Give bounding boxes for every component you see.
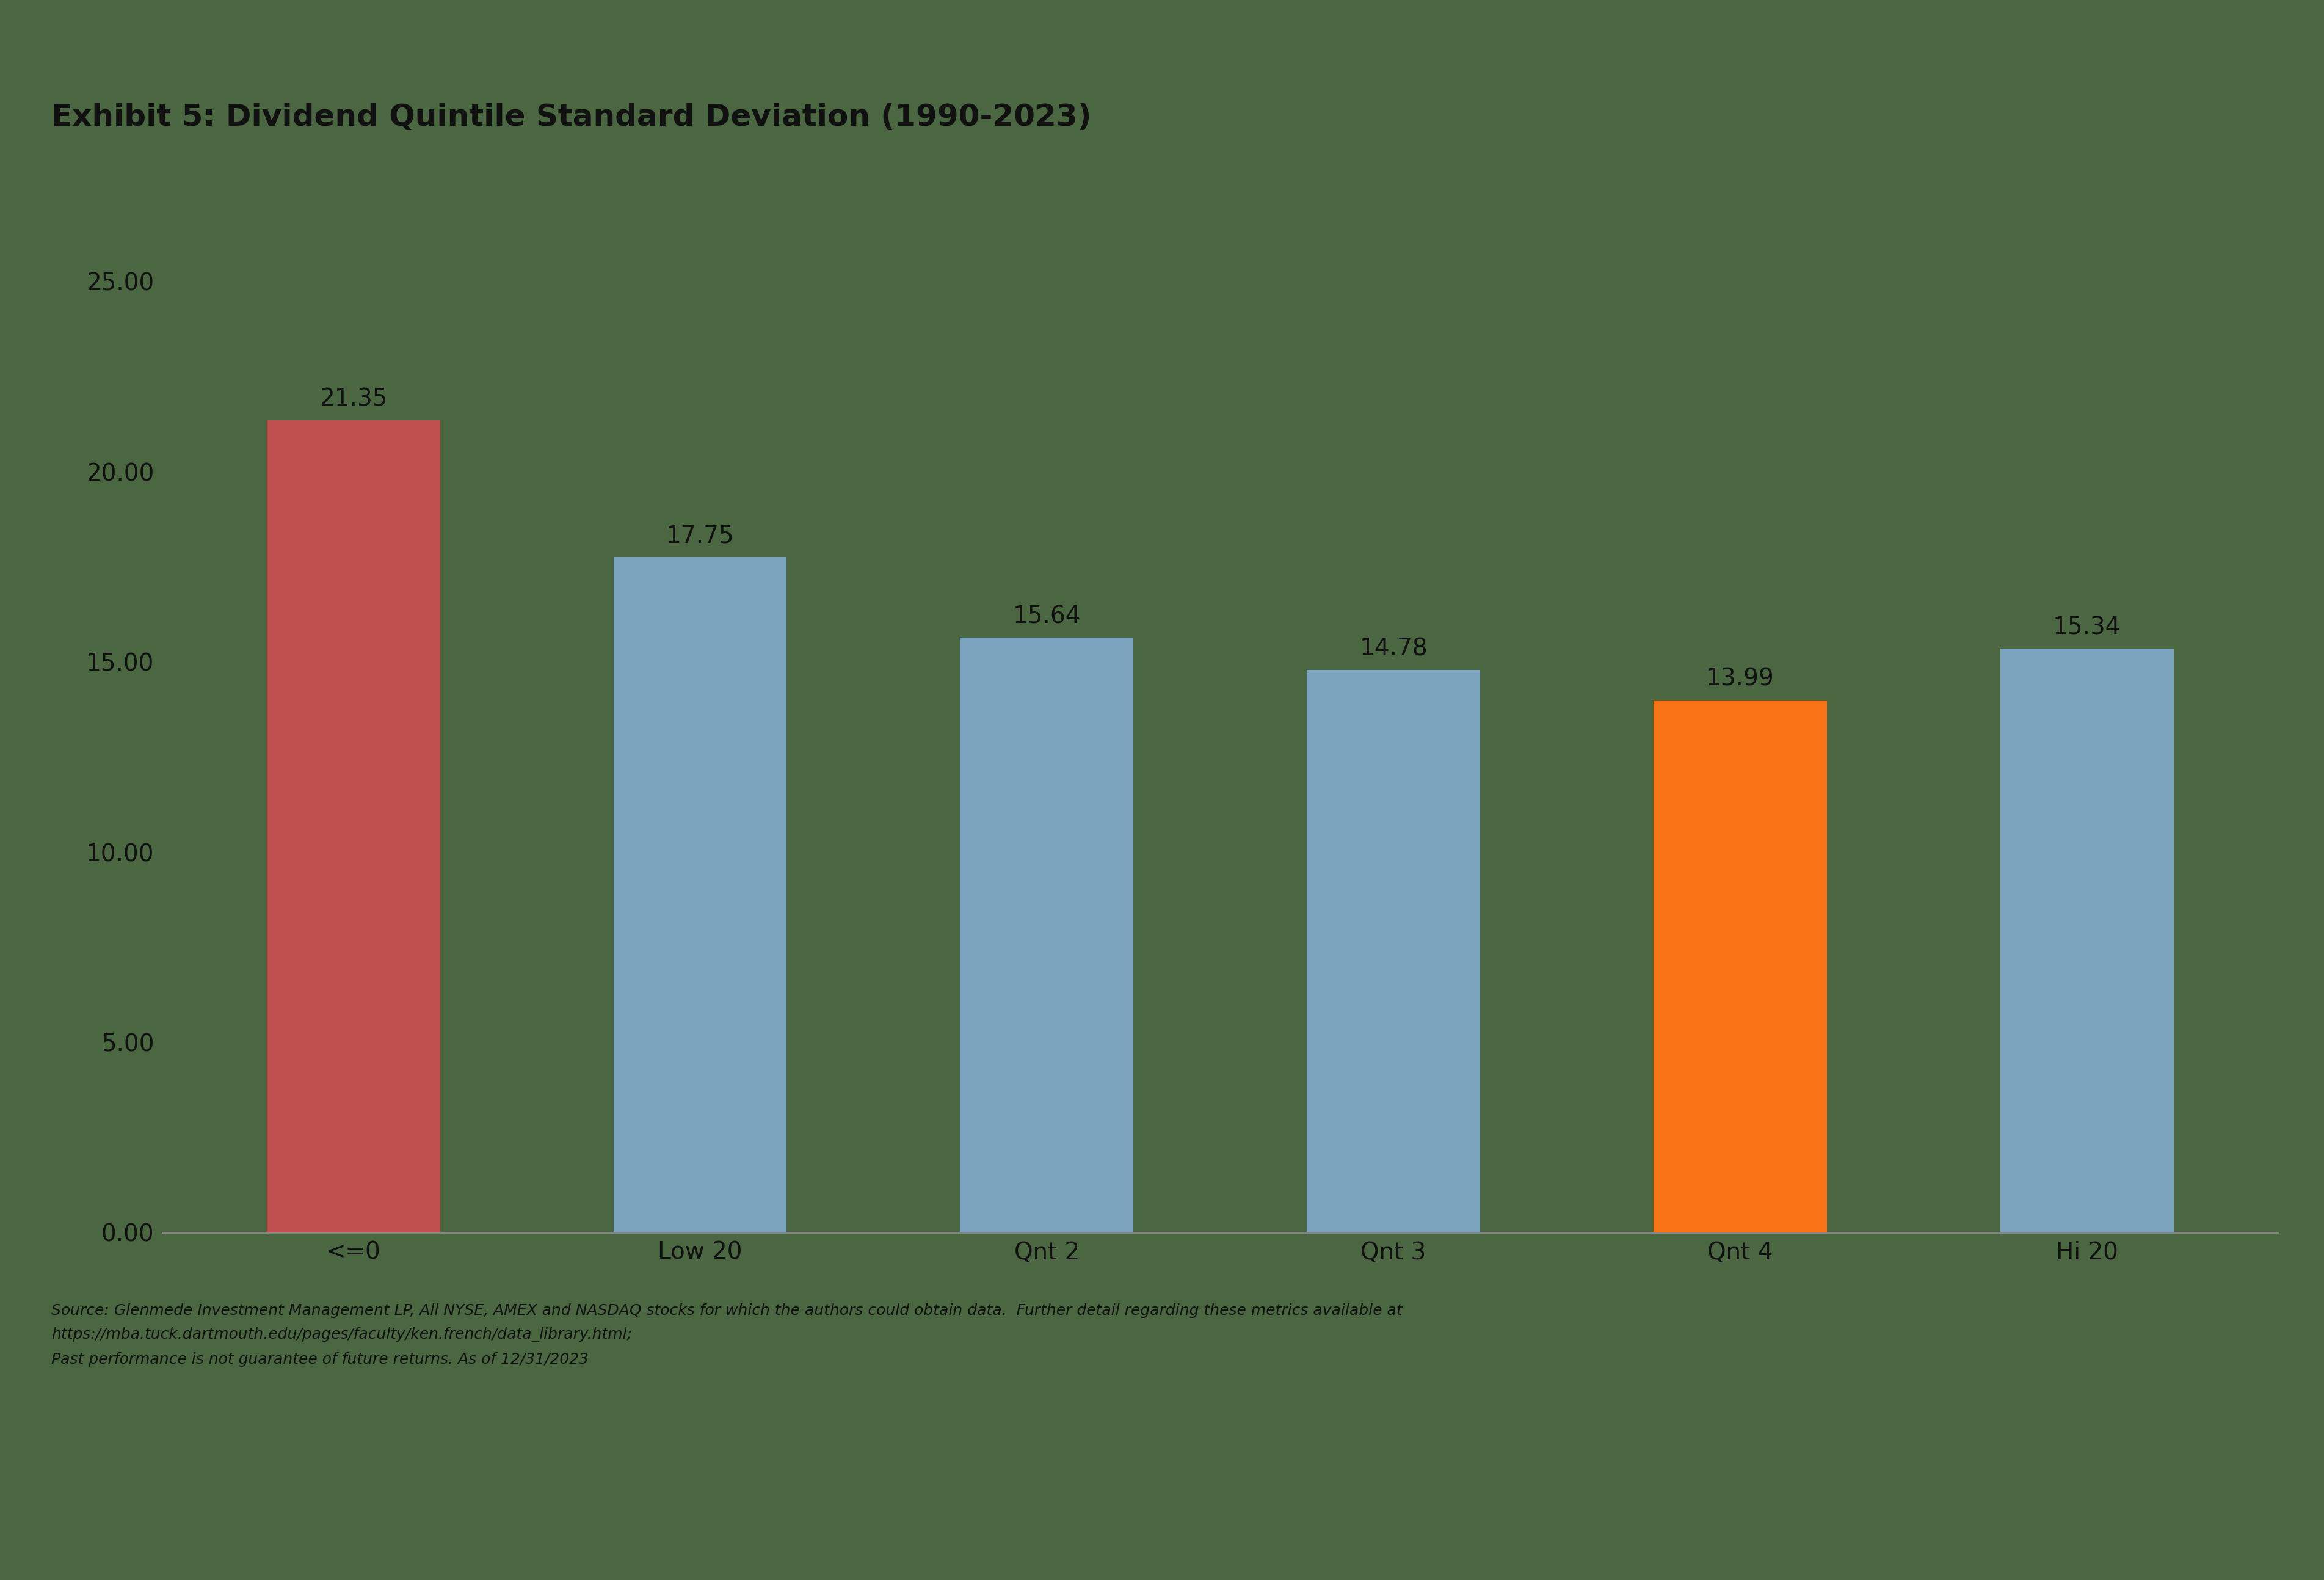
Bar <box>267 420 439 1232</box>
Bar <box>2001 649 2173 1232</box>
Text: 13.99: 13.99 <box>1706 667 1773 690</box>
Text: 21.35: 21.35 <box>318 387 388 411</box>
Text: 15.64: 15.64 <box>1013 605 1081 627</box>
Text: Source: Glenmede Investment Management LP, All NYSE, AMEX and NASDAQ stocks for : Source: Glenmede Investment Management L… <box>51 1304 1401 1367</box>
Bar <box>1306 670 1480 1232</box>
Bar <box>614 558 788 1232</box>
Bar <box>960 637 1134 1232</box>
Text: Exhibit 5: Dividend Quintile Standard Deviation (1990-2023): Exhibit 5: Dividend Quintile Standard De… <box>51 103 1092 133</box>
Text: 17.75: 17.75 <box>667 525 734 548</box>
Text: 14.78: 14.78 <box>1360 637 1427 660</box>
Bar <box>1652 700 1827 1232</box>
Text: 15.34: 15.34 <box>2052 616 2122 640</box>
